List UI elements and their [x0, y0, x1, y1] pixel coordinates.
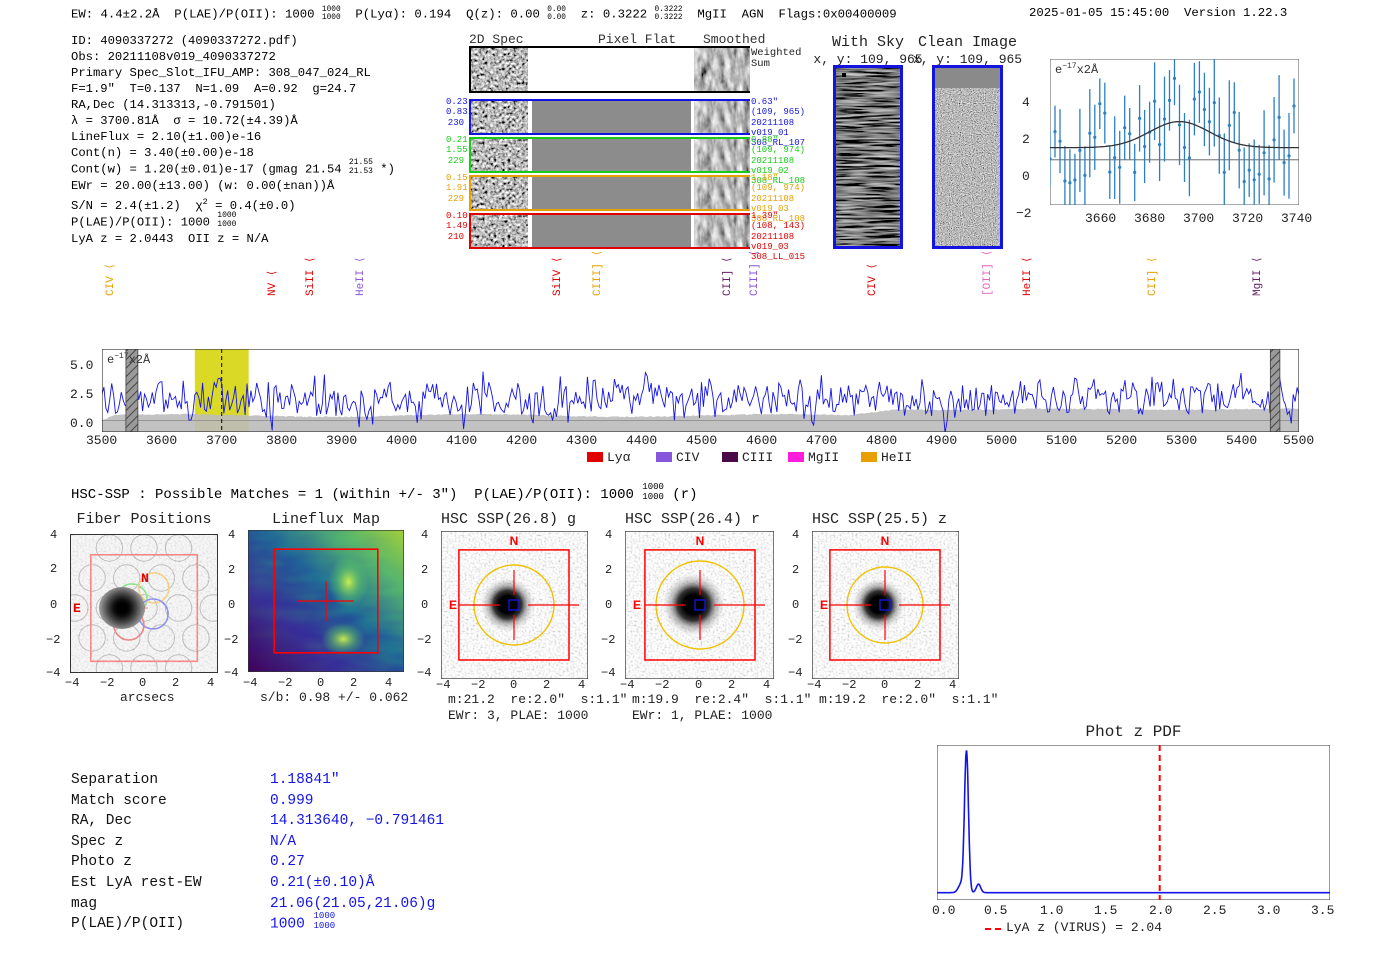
- svg-text:E: E: [820, 598, 828, 612]
- svg-text:E: E: [633, 598, 641, 612]
- svg-text:N: N: [696, 534, 705, 548]
- svg-text:E: E: [449, 598, 457, 612]
- svg-text:N: N: [510, 534, 519, 548]
- svg-text:N: N: [881, 534, 890, 548]
